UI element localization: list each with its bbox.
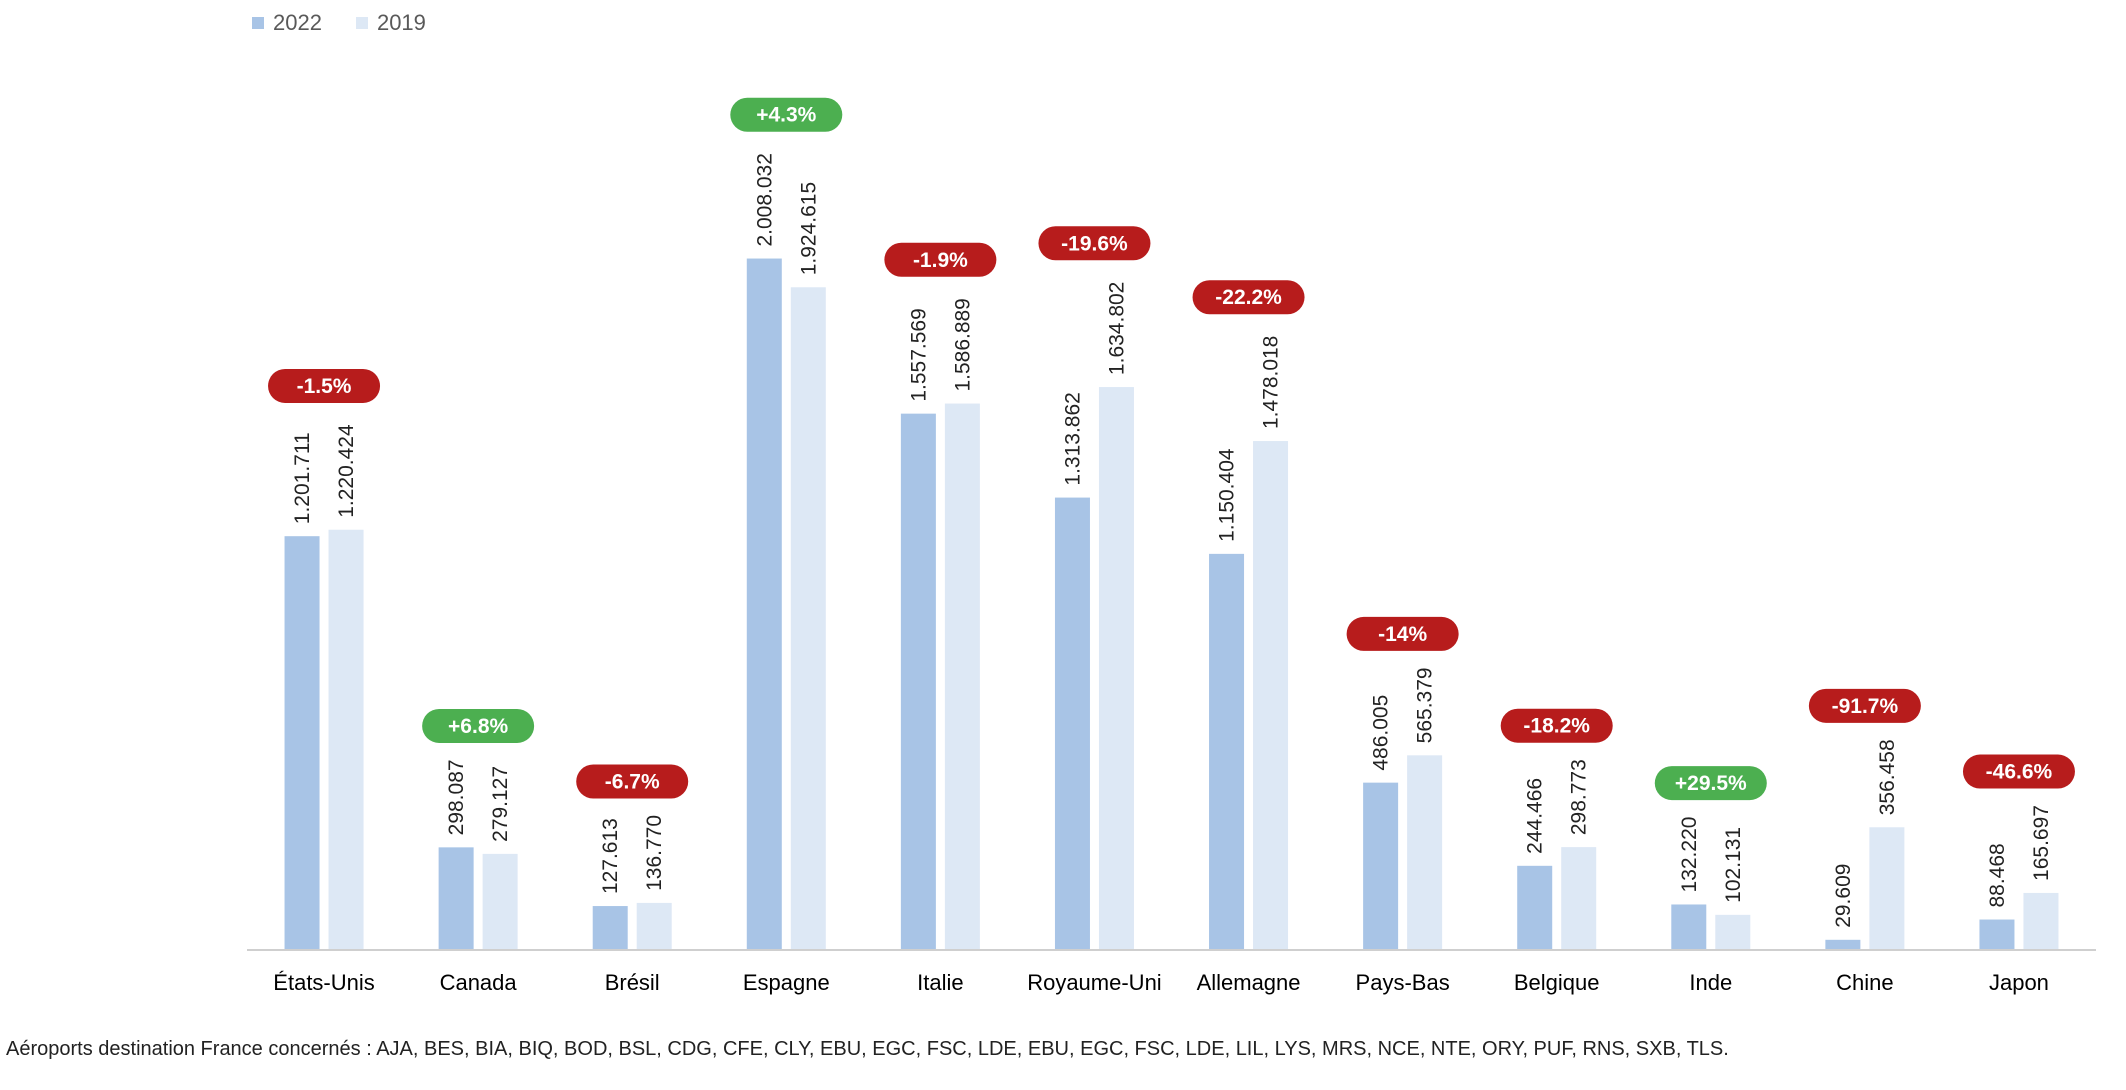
footnote: Aéroports destination France concernés :… bbox=[6, 1038, 1729, 1060]
bar-2019 bbox=[636, 902, 672, 950]
change-badge-label: -1.5% bbox=[297, 375, 352, 398]
change-badge-label: -14% bbox=[1378, 623, 1427, 646]
category-label: Brésil bbox=[605, 970, 660, 995]
bar-2022 bbox=[1979, 919, 2015, 950]
bar-2019 bbox=[1561, 847, 1597, 950]
legend-label-2019: 2019 bbox=[376, 10, 426, 35]
data-label-2019: 165.697 bbox=[2030, 805, 2053, 881]
data-label-2022: 486.005 bbox=[1370, 695, 1393, 771]
change-badge-label: +4.3% bbox=[756, 104, 816, 127]
data-label-2019: 1.634.802 bbox=[1105, 282, 1128, 375]
change-badge bbox=[1038, 226, 1151, 261]
change-badge-label: -6.7% bbox=[605, 771, 660, 794]
category-label: Canada bbox=[440, 970, 518, 995]
change-badge bbox=[1808, 688, 1921, 723]
data-label-2022: 244.466 bbox=[1524, 778, 1547, 854]
data-label-2022: 2.008.032 bbox=[753, 153, 776, 246]
bar-2019 bbox=[1407, 755, 1443, 950]
bar-2019 bbox=[1715, 914, 1751, 950]
change-badge bbox=[268, 368, 381, 403]
data-label-2019: 1.478.018 bbox=[1260, 336, 1283, 429]
bar-2022 bbox=[1209, 553, 1245, 950]
change-badge-label: +29.5% bbox=[1675, 772, 1747, 795]
bar-2022 bbox=[1671, 904, 1707, 950]
data-label-2019: 1.586.889 bbox=[951, 298, 974, 391]
change-badge-label: -46.6% bbox=[1986, 761, 2053, 784]
change-badge-label: +6.8% bbox=[448, 715, 508, 738]
legend: 2022 2019 bbox=[252, 10, 426, 36]
change-badge bbox=[1346, 616, 1459, 651]
change-badge-label: -91.7% bbox=[1832, 695, 1899, 718]
change-badge bbox=[1192, 280, 1305, 315]
bar-2022 bbox=[438, 847, 474, 950]
data-label-2019: 279.127 bbox=[489, 766, 512, 842]
data-label-2022: 1.201.711 bbox=[291, 432, 314, 524]
category-label: Chine bbox=[1836, 970, 1893, 995]
category-label: Espagne bbox=[743, 970, 830, 995]
data-label-2019: 565.379 bbox=[1414, 667, 1437, 743]
data-label-2022: 88.468 bbox=[1986, 843, 2009, 907]
change-badge bbox=[422, 708, 535, 743]
data-label-2019: 298.773 bbox=[1568, 759, 1591, 835]
bar-2019 bbox=[1098, 387, 1134, 951]
data-label-2019: 136.770 bbox=[643, 815, 666, 891]
bar-2022 bbox=[1517, 865, 1553, 950]
bar-2019 bbox=[1253, 441, 1289, 950]
bar-2019 bbox=[790, 287, 826, 950]
data-label-2022: 298.087 bbox=[445, 759, 468, 835]
change-badge bbox=[730, 97, 843, 132]
data-label-2022: 1.150.404 bbox=[1216, 448, 1239, 542]
bar-2022 bbox=[900, 413, 936, 950]
category-label: Royaume-Uni bbox=[1027, 970, 1162, 995]
category-label: États-Unis bbox=[273, 970, 374, 995]
legend-label-2022: 2022 bbox=[273, 10, 322, 35]
category-label: Italie bbox=[917, 970, 963, 995]
change-badge bbox=[1654, 766, 1767, 801]
category-label: Inde bbox=[1689, 970, 1732, 995]
data-label-2022: 1.313.862 bbox=[1061, 392, 1084, 485]
change-badge bbox=[1500, 708, 1613, 743]
bar-2019 bbox=[482, 853, 518, 950]
change-badge-label: -19.6% bbox=[1061, 232, 1128, 255]
change-badge bbox=[1962, 754, 2075, 789]
change-badge-label: -1.9% bbox=[913, 249, 968, 272]
legend-item-2019: 2019 bbox=[355, 10, 426, 36]
category-label: Belgique bbox=[1514, 970, 1600, 995]
bar-2022 bbox=[746, 258, 782, 950]
bar-2022 bbox=[1363, 782, 1399, 950]
data-label-2019: 102.131 bbox=[1722, 827, 1745, 903]
legend-item-2022: 2022 bbox=[252, 10, 322, 36]
bar-2019 bbox=[1869, 827, 1905, 950]
data-label-2019: 356.458 bbox=[1876, 739, 1899, 815]
change-badge bbox=[884, 242, 997, 277]
category-label: Allemagne bbox=[1197, 970, 1301, 995]
data-label-2022: 127.613 bbox=[599, 818, 622, 894]
bar-2019 bbox=[328, 529, 364, 950]
legend-swatch-2022 bbox=[252, 17, 264, 29]
bar-2022 bbox=[1825, 939, 1861, 950]
data-label-2022: 1.557.569 bbox=[907, 308, 930, 401]
change-badge-label: -18.2% bbox=[1523, 715, 1590, 738]
bar-2022 bbox=[284, 536, 320, 950]
category-label: Japon bbox=[1989, 970, 2049, 995]
bar-2022 bbox=[592, 906, 628, 950]
change-badge bbox=[576, 764, 689, 799]
change-badge-label: -22.2% bbox=[1215, 286, 1282, 309]
bar-2022 bbox=[1054, 497, 1090, 950]
bar-2019 bbox=[2023, 892, 2059, 950]
category-label: Pays-Bas bbox=[1356, 970, 1450, 995]
data-label-2019: 1.924.615 bbox=[797, 182, 820, 275]
bar-chart: 1.201.711 1.220.424 États-Unis -1.5% 298.087… bbox=[247, 97, 2096, 995]
legend-swatch-2019 bbox=[355, 17, 368, 29]
data-label-2022: 132.220 bbox=[1678, 817, 1701, 893]
data-label-2019: 1.220.424 bbox=[335, 424, 358, 518]
bar-2019 bbox=[944, 403, 980, 950]
data-label-2022: 29.609 bbox=[1832, 864, 1855, 928]
